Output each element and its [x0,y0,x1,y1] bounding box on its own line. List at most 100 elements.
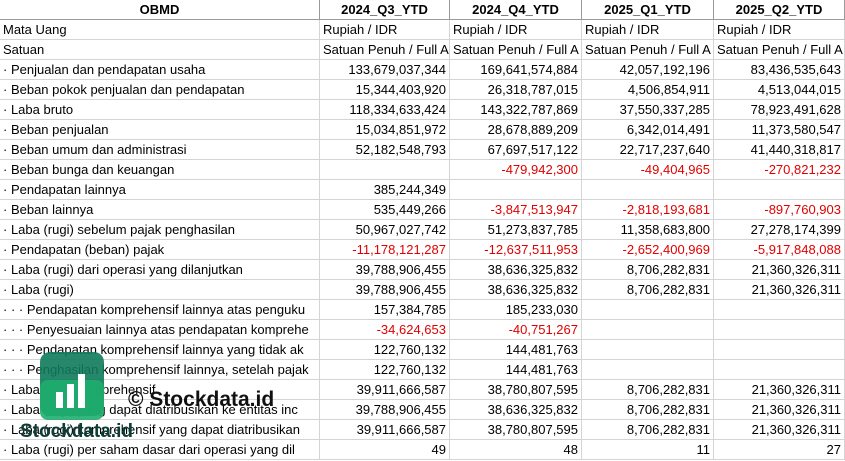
table-cell: 38,636,325,832 [450,280,582,300]
row-label: · Beban lainnya [0,200,320,220]
table-cell: 8,706,282,831 [582,280,714,300]
table-cell [714,340,845,360]
column-header: 2024_Q4_YTD [450,0,582,20]
table-cell: 169,641,574,884 [450,60,582,80]
table-cell [714,180,845,200]
row-label: Satuan [0,40,320,60]
table-cell [714,300,845,320]
column-header: 2024_Q3_YTD [320,0,450,20]
table-cell: 38,780,807,595 [450,380,582,400]
table-cell: 21,360,326,311 [714,260,845,280]
row-label: · Laba (rugi) yang dapat diatribusikan k… [0,400,320,420]
table-cell: 8,706,282,831 [582,260,714,280]
table-cell: 52,182,548,793 [320,140,450,160]
table-cell [582,300,714,320]
table-cell [582,180,714,200]
row-label: · Pendapatan lainnya [0,180,320,200]
table-cell: 11 [582,440,714,460]
row-label: · · · Penghasilan komprehensif lainnya, … [0,360,320,380]
row-label: · Beban pokok penjualan dan pendapatan [0,80,320,100]
table-cell: -2,818,193,681 [582,200,714,220]
table-cell [582,320,714,340]
table-cell: 37,550,337,285 [582,100,714,120]
table-cell: 21,360,326,311 [714,280,845,300]
table-cell: 27 [714,440,845,460]
table-cell [450,180,582,200]
table-cell [582,340,714,360]
row-label: · Laba (rugi) komprehensif [0,380,320,400]
table-cell: 122,760,132 [320,360,450,380]
row-label: · Laba (rugi) sebelum pajak penghasilan [0,220,320,240]
table-cell: 144,481,763 [450,340,582,360]
table-cell: 38,636,325,832 [450,400,582,420]
table-cell: 4,513,044,015 [714,80,845,100]
table-cell: 11,373,580,547 [714,120,845,140]
row-label: · Penjualan dan pendapatan usaha [0,60,320,80]
table-cell: 39,911,666,587 [320,380,450,400]
table-cell: Satuan Penuh / Full A [582,40,714,60]
table-cell: 8,706,282,831 [582,400,714,420]
table-cell: 51,273,837,785 [450,220,582,240]
table-cell: Rupiah / IDR [450,20,582,40]
table-cell: 122,760,132 [320,340,450,360]
table-cell: 48 [450,440,582,460]
table-cell: 185,233,030 [450,300,582,320]
table-cell: Satuan Penuh / Full A [320,40,450,60]
table-cell: -5,917,848,088 [714,240,845,260]
table-cell: 8,706,282,831 [582,380,714,400]
table-cell: -270,821,232 [714,160,845,180]
row-label: · Laba bruto [0,100,320,120]
table-cell: Rupiah / IDR [582,20,714,40]
table-cell: 50,967,027,742 [320,220,450,240]
table-cell: 38,780,807,595 [450,420,582,440]
table-cell: -3,847,513,947 [450,200,582,220]
table-cell: 39,911,666,587 [320,420,450,440]
table-cell: 21,360,326,311 [714,420,845,440]
table-cell: 78,923,491,628 [714,100,845,120]
table-cell [714,360,845,380]
table-cell: 21,360,326,311 [714,380,845,400]
table-cell: 28,678,889,209 [450,120,582,140]
row-label: · Beban penjualan [0,120,320,140]
table-cell: 4,506,854,911 [582,80,714,100]
table-cell: -2,652,400,969 [582,240,714,260]
table-cell: 535,449,266 [320,200,450,220]
table-cell: -479,942,300 [450,160,582,180]
table-cell: 133,679,037,344 [320,60,450,80]
table-cell: 8,706,282,831 [582,420,714,440]
table-cell: 41,440,318,817 [714,140,845,160]
table-cell: 6,342,014,491 [582,120,714,140]
header-title: OBMD [0,0,320,20]
table-cell: 49 [320,440,450,460]
table-cell [582,360,714,380]
column-header: 2025_Q2_YTD [714,0,845,20]
row-label: · · · Pendapatan komprehensif lainnya at… [0,300,320,320]
table-cell: 118,334,633,424 [320,100,450,120]
row-label: Mata Uang [0,20,320,40]
table-cell: -897,760,903 [714,200,845,220]
table-cell: 42,057,192,196 [582,60,714,80]
row-label: · Pendapatan (beban) pajak [0,240,320,260]
table-cell: Rupiah / IDR [320,20,450,40]
row-label: · Laba (rugi) komprehensif yang dapat di… [0,420,320,440]
table-cell: 385,244,349 [320,180,450,200]
table-cell: -40,751,267 [450,320,582,340]
table-cell: 39,788,906,455 [320,400,450,420]
table-cell: 67,697,517,122 [450,140,582,160]
table-cell: 21,360,326,311 [714,400,845,420]
table-cell: 39,788,906,455 [320,260,450,280]
table-cell: 15,034,851,972 [320,120,450,140]
table-cell: Rupiah / IDR [714,20,845,40]
table-cell: Satuan Penuh / Full A [714,40,845,60]
table-cell: -49,404,965 [582,160,714,180]
table-cell: Satuan Penuh / Full A [450,40,582,60]
table-cell: 39,788,906,455 [320,280,450,300]
row-label: · Beban umum dan administrasi [0,140,320,160]
row-label: · Laba (rugi) [0,280,320,300]
table-cell: -11,178,121,287 [320,240,450,260]
row-label: · Laba (rugi) per saham dasar dari opera… [0,440,320,460]
table-cell: -34,624,653 [320,320,450,340]
table-cell: 27,278,174,399 [714,220,845,240]
